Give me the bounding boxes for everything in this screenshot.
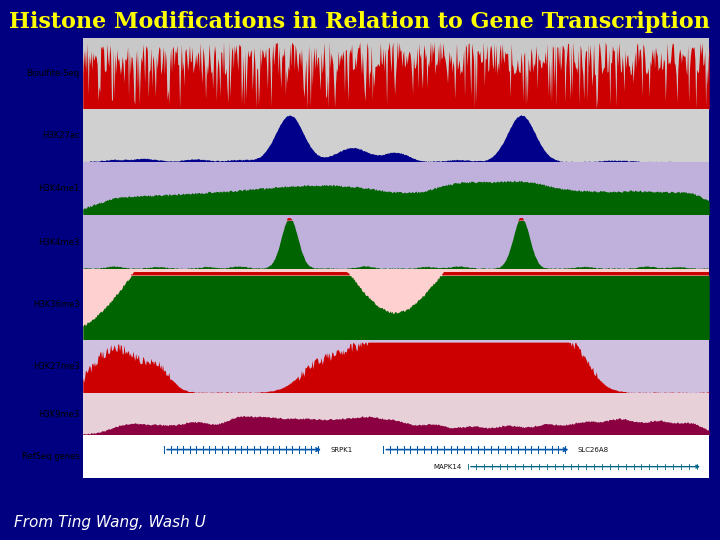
Text: SRPK1: SRPK1 xyxy=(330,447,353,453)
Y-axis label: H3K27ac: H3K27ac xyxy=(42,131,80,140)
Text: From Ting Wang, Wash U: From Ting Wang, Wash U xyxy=(14,515,206,530)
Y-axis label: H3K4me3: H3K4me3 xyxy=(38,238,80,247)
Text: SLC26A8: SLC26A8 xyxy=(577,447,609,453)
Text: Histone Modifications in Relation to Gene Transcription: Histone Modifications in Relation to Gen… xyxy=(9,11,709,33)
Y-axis label: H3K27me3: H3K27me3 xyxy=(33,362,80,371)
Text: MAPK14: MAPK14 xyxy=(433,464,462,470)
Y-axis label: H3K4me1: H3K4me1 xyxy=(39,184,80,193)
Y-axis label: H3K36me3: H3K36me3 xyxy=(33,300,80,309)
Y-axis label: RefSeq genes: RefSeq genes xyxy=(22,452,80,461)
Y-axis label: Bisulfite-Seq: Bisulfite-Seq xyxy=(27,69,80,78)
Y-axis label: H3K9me3: H3K9me3 xyxy=(38,410,80,418)
